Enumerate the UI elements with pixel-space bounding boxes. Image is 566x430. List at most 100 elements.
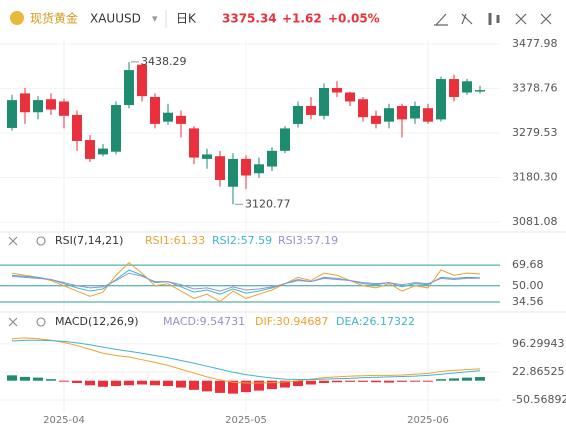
legend-item: RSI3:57.19 [278,234,338,247]
macd-bar [293,380,303,387]
close-rsi[interactable] [8,236,18,246]
price-change-pct: +0.05% [328,12,380,26]
last-price: 3375.34 [222,12,277,26]
macd-bar [137,380,147,385]
legend-item: RSI1:61.33 [145,234,205,247]
price-change: +1.62 [282,12,322,26]
candle-body [332,88,342,93]
y-tick-label: 50.00 [512,279,544,292]
macd-bar [345,380,355,382]
macd-bar [215,380,225,393]
high-label: 3438.29 [141,55,187,68]
instrument-name: 现货黄金 [30,11,78,26]
macd-bar [228,380,238,394]
candle-body [449,79,459,97]
candle-body [410,105,420,119]
macd-bar [124,380,134,386]
candle-body [228,158,238,187]
candle-body [163,112,173,122]
macd-bar [59,380,69,382]
candle-body [267,150,277,167]
macd-bar [475,377,485,381]
macd-bar [85,380,95,386]
candle-body [293,105,303,124]
close-tool[interactable] [540,13,552,25]
macd-bar [423,380,433,382]
macd-bar [241,380,251,393]
legend-item: DEA:26.17322 [336,315,415,328]
macd-bar [33,377,43,381]
close-macd[interactable] [8,317,18,327]
y-tick-label: 34.56 [512,295,544,308]
macd-bar [202,380,212,392]
candle-body [241,158,251,176]
candle-body [475,90,485,92]
macd-bar [111,380,121,387]
settings-macd[interactable] [36,317,46,327]
macd-bar [397,380,407,382]
macd-bar [371,380,381,383]
candle-body [215,156,225,180]
y-tick-label: 3180.30 [512,171,558,184]
macd-bar [46,379,56,381]
macd-bar [358,380,368,382]
candle-body [384,108,394,122]
brush-tool[interactable] [461,13,473,25]
macd-bar [20,376,30,381]
macd-bar [462,377,472,381]
legend-item: RSI2:57.59 [212,234,272,247]
macd-bar [7,375,17,381]
draw-tool[interactable] [434,13,448,26]
y-tick-label: 3081.08 [512,215,558,228]
candle-body [306,105,316,115]
candle-body [189,128,199,158]
toolbar [434,13,552,26]
expand-tool[interactable] [515,13,527,25]
macd-bar [449,378,459,381]
candle-body [423,108,433,122]
candle-body [280,128,290,151]
y-tick-label: 69.68 [512,258,544,271]
macd-bar [319,380,329,383]
macd-bar [384,380,394,383]
x-tick-label: 2025-05 [225,415,267,426]
macd-line [11,337,481,384]
candle-body [98,148,108,155]
y-tick-label: 3477.98 [512,37,558,50]
legend-item: DIF:30.94687 [255,315,328,328]
candle-body [358,99,368,118]
candle-body [72,114,82,141]
symbol[interactable]: XAUUSD [90,12,141,26]
candle-body [345,92,355,102]
period[interactable]: 日K [176,12,197,26]
settings-rsi[interactable] [36,236,46,246]
panel-icons [8,236,46,327]
macd-bar [176,380,186,388]
x-tick-label: 2025-04 [43,415,85,426]
candle-body [202,154,212,159]
candle-body [436,79,446,120]
candle-body [33,100,43,113]
macd-bar [72,380,82,383]
candle-tool[interactable] [488,13,500,25]
candle-body [7,100,17,128]
legend-item: MACD:9.54731 [163,315,245,328]
gold-icon [10,11,24,25]
macd-bar [163,380,173,387]
macd-bar [150,380,160,386]
y-tick-label: 22.86525 [512,365,565,378]
macd-bar [332,380,342,383]
candle-body [319,88,329,116]
candle-body [46,99,56,110]
candle-body [124,70,134,106]
dropdown[interactable]: ▾ [152,12,158,25]
candle-body [397,105,407,120]
macd-bar [189,380,199,390]
y-tick-label: 3279.53 [512,126,558,139]
indicator-title: MACD(12,26,9) [55,315,139,328]
candle-body [137,64,147,97]
macd-bar [267,380,277,390]
indicator-title: RSI(7,14,21) [55,234,123,247]
candle-body [111,105,121,152]
